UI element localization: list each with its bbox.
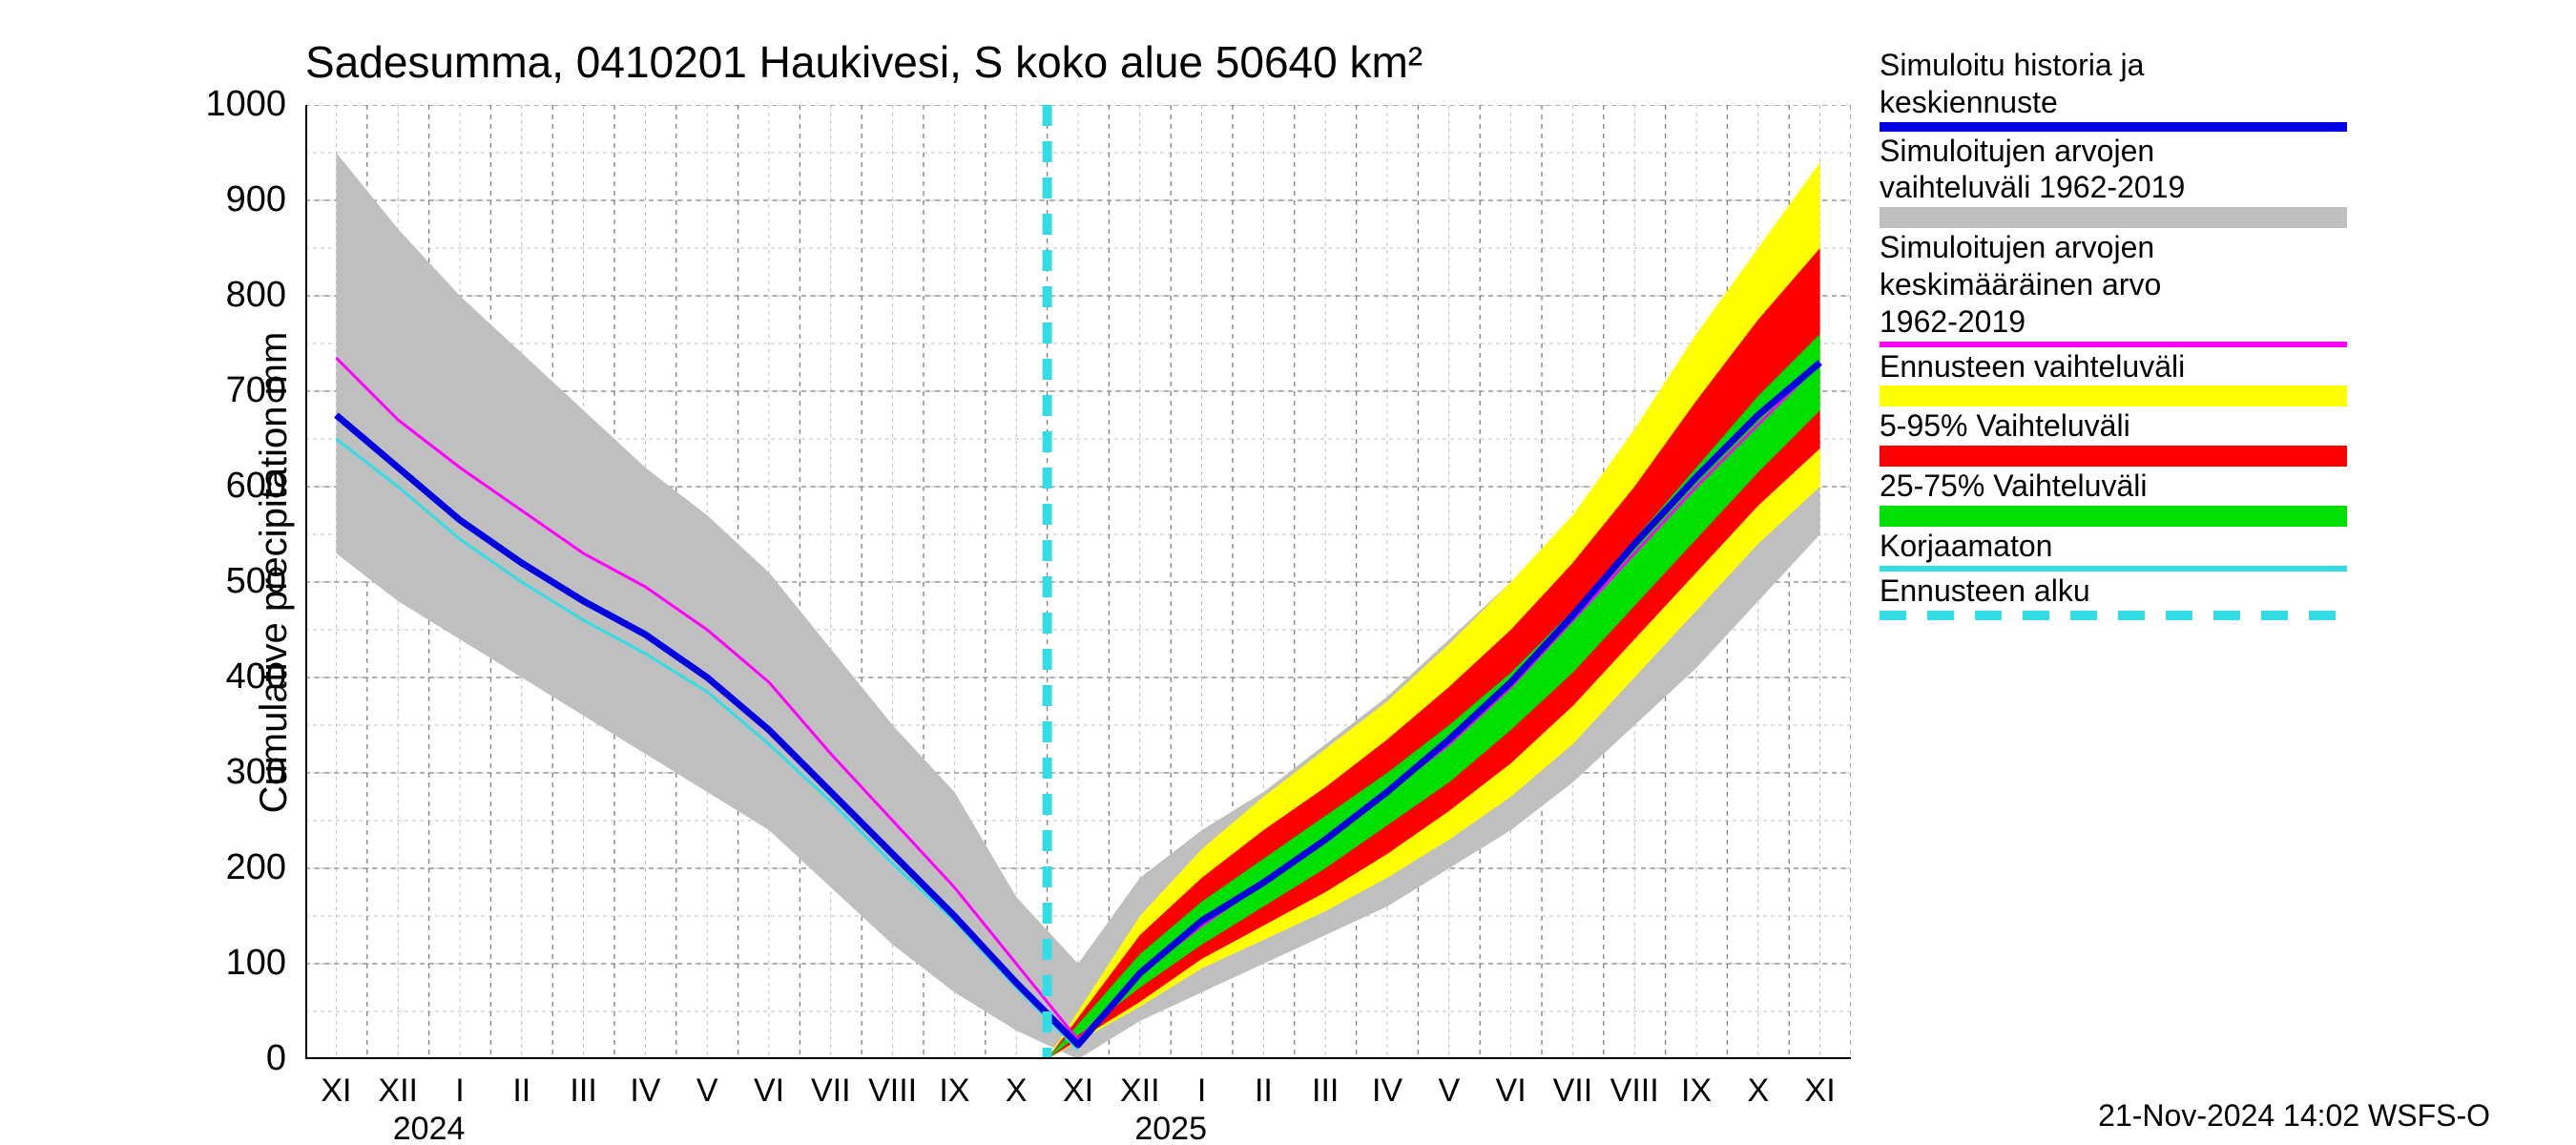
x-tick-month: XI [321, 1072, 351, 1110]
x-tick-month: I [1197, 1072, 1206, 1110]
legend-swatch [1880, 611, 2347, 620]
y-tick: 800 [172, 275, 286, 316]
x-tick-month: VIII [1610, 1072, 1659, 1110]
y-tick: 100 [172, 943, 286, 984]
legend-swatch [1880, 506, 2347, 527]
legend-label: vaihteluväli 1962-2019 [1880, 170, 2557, 205]
y-tick: 600 [172, 466, 286, 507]
x-tick-month: III [570, 1072, 596, 1110]
footer-timestamp: 21-Nov-2024 14:02 WSFS-O [2098, 1098, 2490, 1134]
x-tick-month: XII [378, 1072, 418, 1110]
x-tick-month: V [696, 1072, 718, 1110]
legend-label: Korjaamaton [1880, 529, 2557, 564]
x-tick-month: VI [1496, 1072, 1527, 1110]
precipitation-chart [305, 105, 1851, 1059]
x-tick-month: XI [1063, 1072, 1093, 1110]
legend-label: keskimääräinen arvo [1880, 267, 2557, 302]
x-tick-month: I [455, 1072, 464, 1110]
legend-entry: Simuloitujen arvojenkeskimääräinen arvo … [1880, 230, 2557, 346]
x-tick-month: IV [1372, 1072, 1402, 1110]
legend-label: Ennusteen vaihteluväli [1880, 349, 2557, 385]
x-tick-month: X [1006, 1072, 1028, 1110]
legend-label: Simuloitu historia ja [1880, 48, 2557, 83]
x-tick-year: 2024 [393, 1111, 466, 1145]
x-tick-month: XII [1120, 1072, 1160, 1110]
legend-swatch [1880, 446, 2347, 467]
x-tick-month: VIII [868, 1072, 917, 1110]
x-tick-year: 2025 [1134, 1111, 1207, 1145]
y-tick: 300 [172, 752, 286, 793]
x-tick-month: IX [1681, 1072, 1712, 1110]
legend: Simuloitu historia jakeskiennusteSimuloi… [1880, 48, 2557, 622]
legend-entry: 5-95% Vaihteluväli [1880, 408, 2557, 467]
y-tick: 0 [172, 1038, 286, 1079]
legend-entry: Simuloitu historia jakeskiennuste [1880, 48, 2557, 132]
legend-entry: Ennusteen alku [1880, 573, 2557, 620]
legend-label: keskiennuste [1880, 85, 2557, 120]
legend-label: 5-95% Vaihteluväli [1880, 408, 2557, 444]
y-tick: 200 [172, 847, 286, 888]
y-tick: 500 [172, 561, 286, 602]
x-tick-month: II [1255, 1072, 1273, 1110]
x-tick-month: III [1312, 1072, 1339, 1110]
legend-entry: Simuloitujen arvojenvaihteluväli 1962-20… [1880, 134, 2557, 229]
x-tick-month: IV [630, 1072, 660, 1110]
figure-container: Sadesumma, 0410201 Haukivesi, S koko alu… [0, 0, 2576, 1145]
legend-swatch [1880, 207, 2347, 228]
legend-label: Simuloitujen arvojen [1880, 134, 2557, 169]
legend-entry: Korjaamaton [1880, 529, 2557, 572]
chart-title: Sadesumma, 0410201 Haukivesi, S koko alu… [305, 36, 1423, 88]
x-tick-month: VI [754, 1072, 784, 1110]
legend-entry: Ennusteen vaihteluväli [1880, 349, 2557, 407]
legend-swatch [1880, 122, 2347, 132]
legend-swatch [1880, 566, 2347, 572]
y-tick: 1000 [172, 84, 286, 125]
legend-label: Ennusteen alku [1880, 573, 2557, 609]
legend-label: Simuloitujen arvojen [1880, 230, 2557, 265]
legend-swatch [1880, 342, 2347, 347]
legend-swatch [1880, 385, 2347, 406]
x-tick-month: IX [939, 1072, 969, 1110]
y-tick: 400 [172, 656, 286, 697]
y-tick: 700 [172, 370, 286, 411]
legend-entry: 25-75% Vaihteluväli [1880, 468, 2557, 527]
x-tick-month: II [512, 1072, 530, 1110]
legend-label: 1962-2019 [1880, 304, 2557, 340]
x-tick-month: X [1747, 1072, 1769, 1110]
x-tick-month: XI [1805, 1072, 1836, 1110]
legend-label: 25-75% Vaihteluväli [1880, 468, 2557, 504]
x-tick-month: V [1438, 1072, 1460, 1110]
y-tick: 900 [172, 179, 286, 220]
x-tick-month: VII [811, 1072, 851, 1110]
x-tick-month: VII [1553, 1072, 1593, 1110]
